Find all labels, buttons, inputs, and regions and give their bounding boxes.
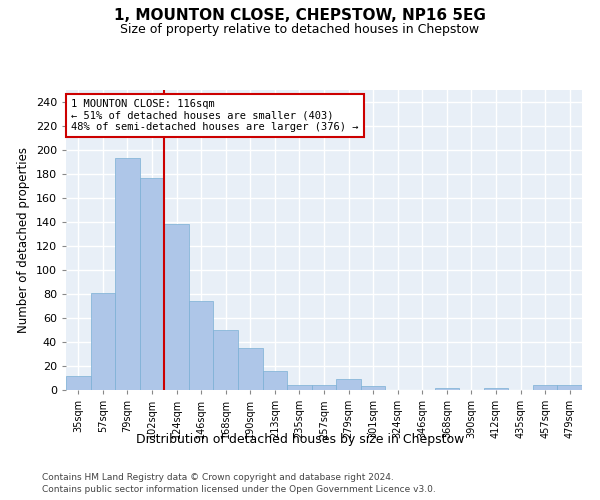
Y-axis label: Number of detached properties: Number of detached properties — [17, 147, 30, 333]
Text: Size of property relative to detached houses in Chepstow: Size of property relative to detached ho… — [121, 22, 479, 36]
Bar — [164, 224, 189, 390]
Bar — [189, 301, 214, 390]
Bar — [238, 348, 263, 390]
Bar — [263, 371, 287, 390]
Bar — [66, 376, 91, 390]
Bar — [140, 178, 164, 390]
Bar — [434, 388, 459, 390]
Bar — [115, 158, 140, 390]
Text: 1 MOUNTON CLOSE: 116sqm
← 51% of detached houses are smaller (403)
48% of semi-d: 1 MOUNTON CLOSE: 116sqm ← 51% of detache… — [71, 99, 359, 132]
Bar — [287, 385, 312, 390]
Bar — [336, 379, 361, 390]
Bar — [533, 385, 557, 390]
Bar — [361, 386, 385, 390]
Bar — [484, 388, 508, 390]
Bar — [312, 385, 336, 390]
Text: Contains public sector information licensed under the Open Government Licence v3: Contains public sector information licen… — [42, 485, 436, 494]
Text: Contains HM Land Registry data © Crown copyright and database right 2024.: Contains HM Land Registry data © Crown c… — [42, 472, 394, 482]
Text: Distribution of detached houses by size in Chepstow: Distribution of detached houses by size … — [136, 432, 464, 446]
Text: 1, MOUNTON CLOSE, CHEPSTOW, NP16 5EG: 1, MOUNTON CLOSE, CHEPSTOW, NP16 5EG — [114, 8, 486, 22]
Bar — [557, 385, 582, 390]
Bar — [214, 330, 238, 390]
Bar — [91, 293, 115, 390]
